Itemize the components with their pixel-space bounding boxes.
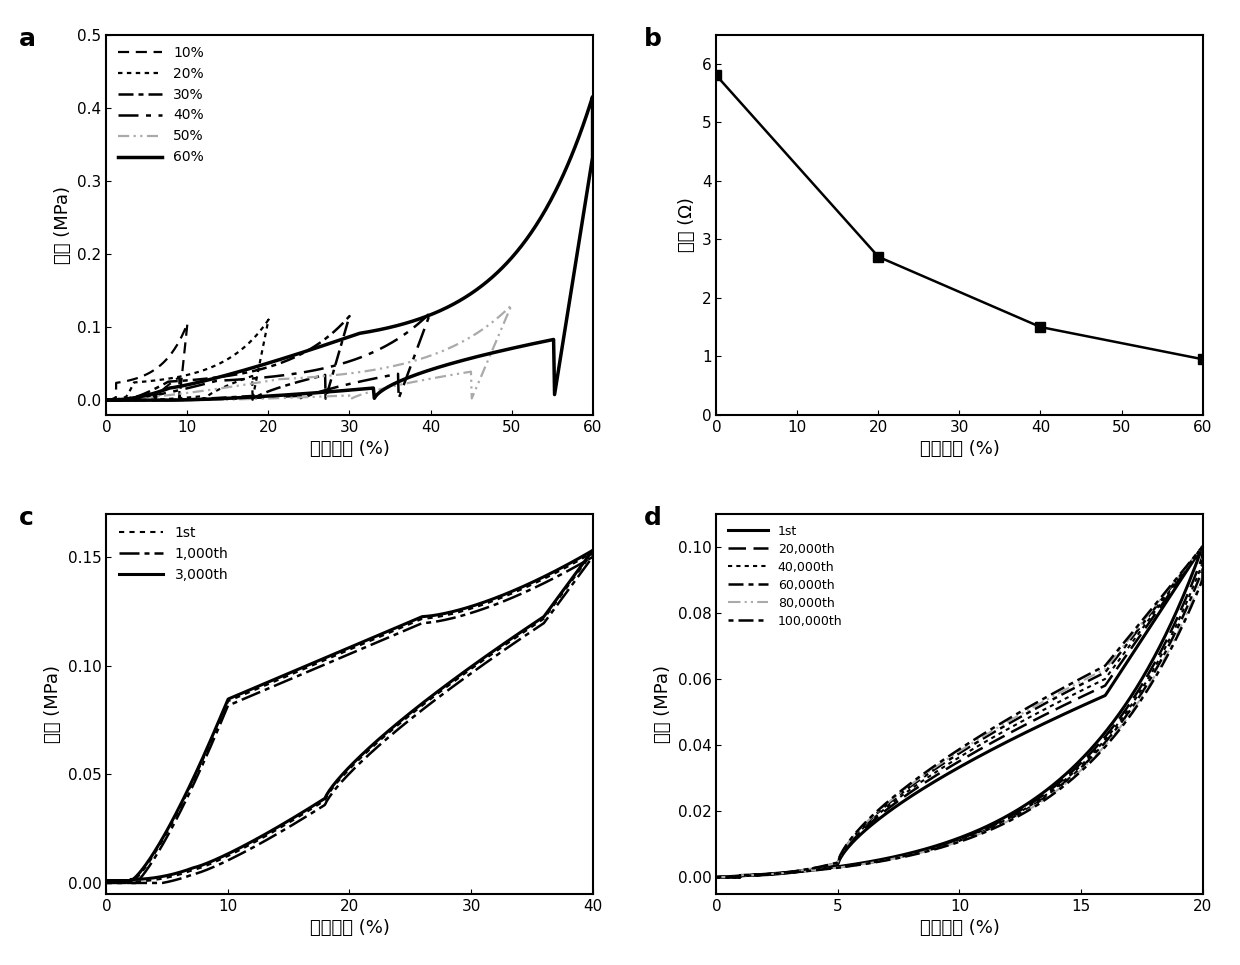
Y-axis label: 应力 (MPa): 应力 (MPa) <box>653 665 672 743</box>
Legend: 1st, 1,000th, 3,000th: 1st, 1,000th, 3,000th <box>113 520 234 588</box>
X-axis label: 压缩应变 (%): 压缩应变 (%) <box>310 920 389 937</box>
Text: b: b <box>644 27 661 51</box>
Text: d: d <box>644 506 661 530</box>
Legend: 10%, 20%, 30%, 40%, 50%, 60%: 10%, 20%, 30%, 40%, 50%, 60% <box>113 41 208 169</box>
X-axis label: 压缩应变 (%): 压缩应变 (%) <box>920 440 999 458</box>
X-axis label: 压缩应变 (%): 压缩应变 (%) <box>310 440 389 458</box>
Y-axis label: 应力 (MPa): 应力 (MPa) <box>45 665 62 743</box>
X-axis label: 压缩应变 (%): 压缩应变 (%) <box>920 920 999 937</box>
Y-axis label: 应力 (MPa): 应力 (MPa) <box>53 185 72 263</box>
Y-axis label: 电阔 (Ω): 电阔 (Ω) <box>678 197 696 252</box>
Text: a: a <box>19 27 36 51</box>
Legend: 1st, 20,000th, 40,000th, 60,000th, 80,000th, 100,000th: 1st, 20,000th, 40,000th, 60,000th, 80,00… <box>723 520 847 633</box>
Text: c: c <box>19 506 33 530</box>
